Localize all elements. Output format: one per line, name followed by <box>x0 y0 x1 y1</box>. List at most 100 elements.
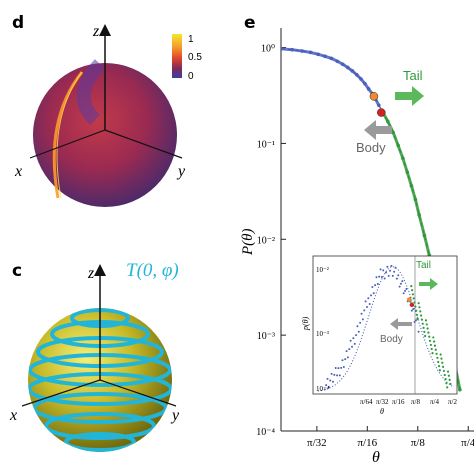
inset-point <box>340 366 343 369</box>
inset-point <box>429 343 432 347</box>
inset-point <box>360 312 363 315</box>
inset-point <box>344 358 347 361</box>
y-ticks: 10⁰ 10⁻¹ 10⁻² 10⁻³ 10⁻⁴ <box>256 44 286 438</box>
y-axis-label-d: y <box>176 163 186 180</box>
x-axis-label-d: x <box>14 163 22 180</box>
data-point <box>281 47 283 51</box>
inset-point <box>428 335 431 338</box>
inset-point <box>361 318 364 321</box>
hot-band-highlight <box>56 71 83 199</box>
inset-body-arrow <box>390 318 412 330</box>
inset-point <box>405 287 408 290</box>
inset-point <box>351 345 353 348</box>
inset-plot-area <box>317 264 455 392</box>
inset-point <box>446 370 450 373</box>
inset-point <box>414 305 417 308</box>
inset-point <box>389 269 392 272</box>
inset-point <box>353 342 356 345</box>
x-tick-label: π/4 <box>461 437 474 449</box>
inset-point <box>444 378 447 381</box>
data-point <box>405 170 410 175</box>
inset-point <box>393 270 396 273</box>
inset-point <box>367 297 370 300</box>
y-axis-label-c: y <box>170 407 180 424</box>
inset-point <box>337 367 340 370</box>
inset-x-title: θ <box>380 407 384 416</box>
data-point <box>377 103 381 108</box>
inset-point <box>437 365 441 368</box>
data-point <box>391 130 395 135</box>
data-point <box>458 387 462 392</box>
y-axis-line-c <box>99 379 177 407</box>
inset-point <box>442 369 446 373</box>
inset-point <box>365 306 368 309</box>
inset-tail-label: Tail <box>416 260 431 271</box>
curve-label-c: T(0, φ) <box>126 260 179 281</box>
inset-point <box>330 372 333 375</box>
inset-tail-arrow <box>419 278 438 290</box>
inset-point <box>329 379 332 382</box>
inset-point <box>352 337 355 340</box>
inset-xtick-label: π/2 <box>448 398 457 406</box>
x-axis-label-c: x <box>9 407 17 424</box>
data-point <box>422 233 427 238</box>
data-point <box>409 184 414 188</box>
x-ticks: π/32 π/16 π/8 π/4 <box>307 426 474 449</box>
inset-point <box>383 277 386 280</box>
inset-point <box>334 366 337 369</box>
data-point <box>308 50 313 55</box>
inset-point <box>432 336 435 339</box>
inset-point <box>431 352 434 355</box>
data-point <box>417 213 421 217</box>
inset-point <box>445 382 448 385</box>
inset-point <box>448 378 451 381</box>
inset-point <box>440 357 443 360</box>
inset-point <box>404 289 407 292</box>
data-point <box>359 77 363 81</box>
inset-point <box>411 293 415 296</box>
inset-point <box>371 285 374 288</box>
inset-point <box>379 268 382 271</box>
body-label: Body <box>356 140 386 155</box>
inset-point <box>422 326 425 329</box>
inset-point <box>386 265 389 268</box>
body-arrow <box>364 120 392 140</box>
y-tick-label: 10⁻¹ <box>257 139 275 150</box>
inset-ytick-label: 10⁻⁴ <box>316 385 330 393</box>
data-point <box>366 87 371 91</box>
x-tick-label: π/16 <box>357 437 377 449</box>
inset-point <box>433 344 437 347</box>
inset-point <box>428 339 432 342</box>
inset-point <box>435 352 438 355</box>
inset-point <box>325 384 328 387</box>
inset-ytick-label: 10⁻² <box>316 266 329 274</box>
inset-point <box>430 347 433 351</box>
inset-point <box>349 339 352 342</box>
inset-point <box>395 277 398 280</box>
inset-point <box>449 382 452 386</box>
inset-point <box>380 276 383 279</box>
inset-frame <box>312 255 458 395</box>
inset-point <box>441 361 444 364</box>
inset-point <box>342 366 345 369</box>
inset-point <box>331 380 334 383</box>
inset-point <box>391 274 394 277</box>
inset-point <box>418 306 421 309</box>
data-point <box>316 52 320 57</box>
inset-point <box>375 276 378 279</box>
sphere-d <box>33 63 177 207</box>
inset-point <box>410 309 413 312</box>
inset-point <box>419 314 423 317</box>
inset-point <box>420 318 424 321</box>
inset-point <box>398 285 401 288</box>
stripe <box>44 412 156 440</box>
x-tick-label: π/8 <box>411 437 426 449</box>
y-tick-label: 10⁻² <box>257 235 275 246</box>
inset-point <box>424 334 427 338</box>
x-axis-line-c <box>21 379 101 407</box>
highlight-marker <box>369 92 379 101</box>
colorbar-tick-top: 1 <box>188 34 194 45</box>
tail-label: Tail <box>403 68 423 83</box>
inset-point <box>410 285 413 288</box>
